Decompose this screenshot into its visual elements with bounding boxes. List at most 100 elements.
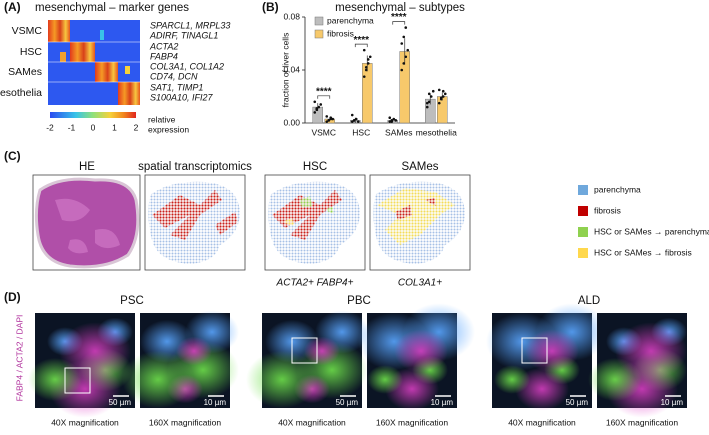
image-caption: 40X magnification [278, 417, 346, 427]
he-image [32, 174, 141, 271]
data-point [388, 116, 392, 119]
data-point [400, 42, 404, 45]
data-point [350, 120, 354, 123]
significance-label: **** [391, 12, 407, 23]
image-caption: ACTA2+ FABP4+ [276, 278, 354, 289]
gene-label: SAT1, TIMP1 [150, 82, 203, 92]
chart-title: mesenchymal – subtypes [335, 2, 465, 14]
x-tick-label: VSMC [311, 127, 336, 137]
zoom-box [291, 337, 318, 364]
data-point [427, 100, 431, 104]
stain-region [494, 365, 530, 394]
image-caption: 160X magnification [606, 417, 679, 427]
stain-region [304, 336, 340, 366]
data-point [362, 48, 366, 52]
scale-label: 50 µm [566, 398, 589, 407]
y-tick-label: 0.08 [283, 11, 300, 21]
y-tick-label: 0.04 [283, 64, 300, 74]
legend-swatch [578, 185, 588, 195]
y-axis-label: fraction of liver cells [280, 33, 290, 108]
data-point [400, 68, 404, 72]
stain-region [176, 336, 212, 366]
data-point [350, 113, 354, 117]
data-point [317, 105, 321, 109]
bar [362, 63, 373, 124]
data-point [366, 62, 370, 65]
image-caption: 40X magnification [51, 417, 119, 427]
stain-region [246, 350, 318, 409]
legend-label: HSC or SAMes → fibrosis [594, 247, 692, 257]
data-point [313, 100, 317, 104]
significance-label: **** [316, 86, 332, 97]
significance-bracket [354, 43, 368, 48]
hsc-image [264, 174, 366, 271]
gene-label: SPARCL1, MRPL33 [150, 20, 230, 30]
data-point [354, 117, 358, 121]
data-point [325, 115, 329, 118]
legend-label: parenchyma [327, 15, 374, 25]
panel-label: (C) [4, 149, 21, 163]
data-point [319, 103, 323, 106]
image-caption: COL3A1+ [398, 278, 442, 289]
y-tick-label: 0.00 [283, 117, 300, 127]
colorbar-tick-label: -1 [68, 122, 76, 132]
stain-region [394, 329, 448, 373]
row-label: SAMes [8, 66, 42, 78]
scale-label: 10 µm [431, 398, 454, 407]
group-title: ALD [578, 295, 600, 307]
stain-region [59, 322, 131, 380]
gene-label: FABP4 [150, 51, 178, 61]
colorbar-tick-label: 2 [134, 122, 139, 132]
image-title: HE [79, 161, 95, 173]
scale-label: 10 µm [204, 398, 227, 407]
data-point [427, 92, 431, 96]
data-point [329, 117, 333, 121]
data-point [352, 119, 356, 122]
gene-label: ACTA2 [149, 41, 178, 51]
legend-swatch [578, 206, 588, 216]
colorbar [50, 112, 136, 118]
data-point [437, 88, 441, 92]
data-point [406, 48, 410, 52]
legend-swatch [314, 16, 324, 26]
data-point [425, 105, 429, 109]
image-title: SAMes [401, 161, 438, 173]
sames-image [369, 174, 471, 271]
legend-swatch [578, 227, 588, 237]
group-title: PSC [120, 295, 144, 307]
data-point [315, 107, 319, 110]
gene-label: S100A10, IFI27 [150, 92, 214, 102]
legend-label: parenchyma [594, 184, 641, 194]
micrographs [28, 303, 687, 418]
scale-label: 50 µm [336, 398, 359, 407]
legend-label: fibrosis [327, 28, 354, 38]
data-point [368, 55, 372, 59]
x-tick-label: HSC [352, 127, 370, 137]
data-point [425, 101, 429, 105]
data-point [313, 111, 317, 114]
data-point [441, 95, 445, 98]
data-point [356, 120, 360, 123]
legend-swatch [314, 29, 324, 39]
zoom-box [64, 367, 91, 394]
x-tick-label: SAMes [385, 127, 412, 137]
scale-label: 10 µm [661, 398, 684, 407]
legend-swatch [578, 248, 588, 258]
data-point [388, 120, 392, 123]
data-point [429, 95, 433, 98]
legend-label: fibrosis [594, 205, 621, 215]
data-point [402, 62, 406, 65]
data-point [366, 58, 370, 61]
data-point [362, 75, 366, 78]
x-tick-label: mesothelia [416, 127, 457, 137]
data-point [439, 96, 443, 100]
data-point [404, 26, 408, 29]
panel-label: (B) [262, 0, 279, 14]
stain-region [615, 322, 687, 380]
data-point [394, 119, 398, 122]
data-point [443, 92, 447, 96]
panel-label: (D) [4, 290, 21, 304]
row-label: HSC [20, 46, 43, 58]
gene-label: ADIRF, TINAGL1 [149, 30, 218, 40]
gene-label: COL3A1, COL1A2 [150, 61, 224, 71]
